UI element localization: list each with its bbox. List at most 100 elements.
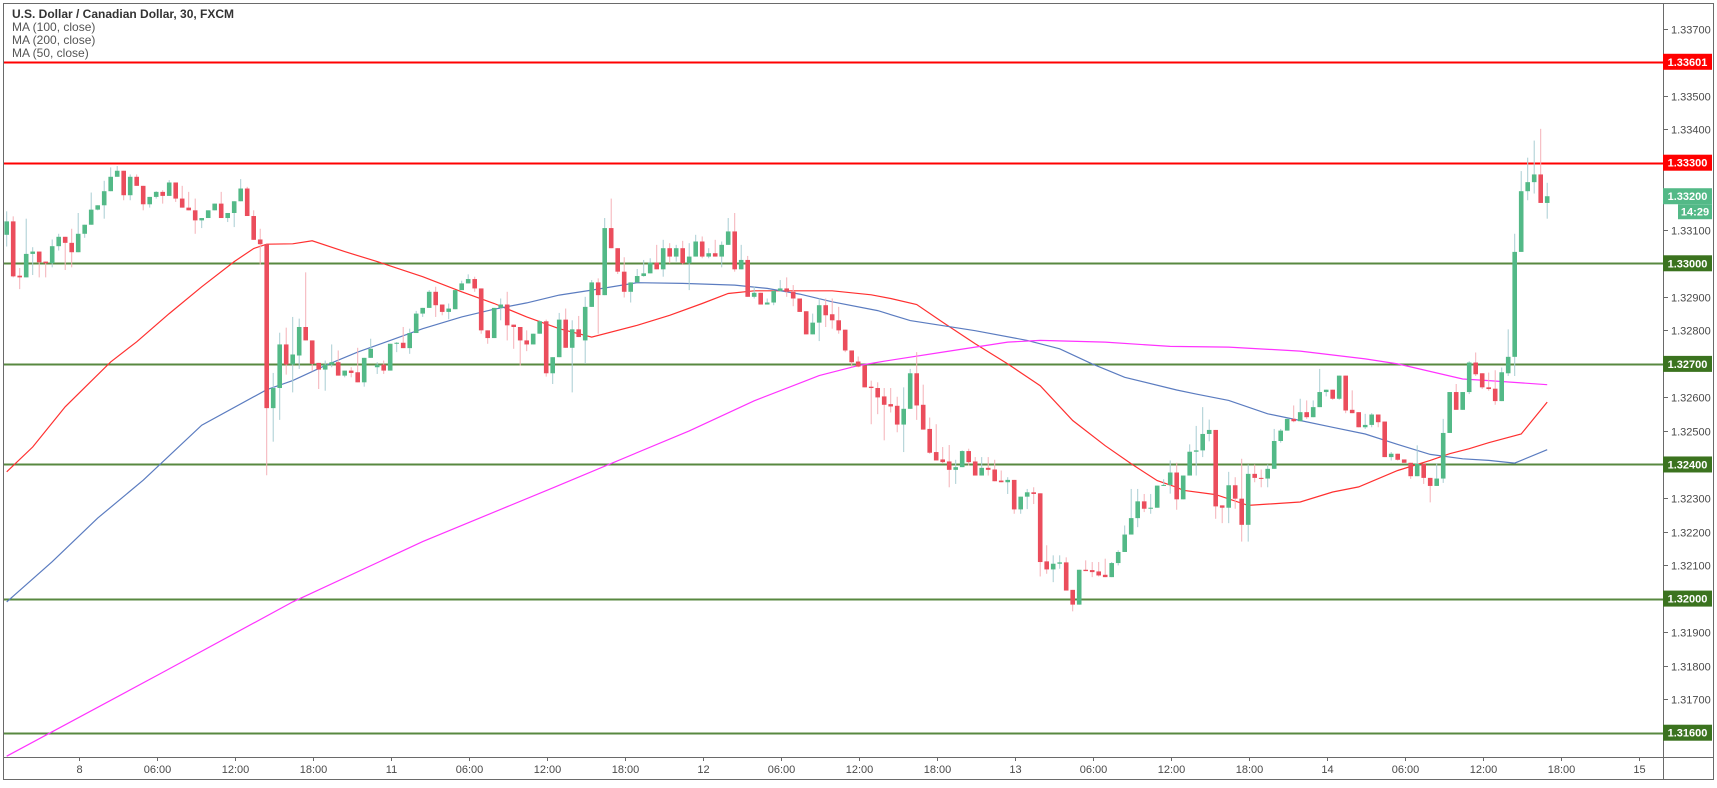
chart-frame <box>3 3 1714 780</box>
candle-body <box>387 343 393 371</box>
candle-body <box>1187 451 1192 476</box>
candle-body <box>836 320 841 331</box>
candle-body <box>303 326 308 341</box>
candle <box>660 239 666 277</box>
candle <box>712 239 718 257</box>
candle-body <box>433 291 438 306</box>
candle <box>465 274 471 284</box>
candle-body <box>140 185 146 205</box>
candle-body <box>517 326 523 341</box>
candle <box>1193 425 1199 476</box>
candle-body <box>1531 174 1537 183</box>
price-tick-label: 1.33100 <box>1671 226 1711 238</box>
candle <box>933 424 939 461</box>
candle <box>296 318 302 369</box>
candle <box>1154 485 1160 508</box>
candle-body <box>816 305 822 323</box>
candle-body <box>491 307 497 339</box>
candle <box>771 290 776 306</box>
candle <box>1297 398 1303 422</box>
candle-body <box>1466 362 1472 393</box>
candle <box>1161 479 1166 486</box>
candle-body <box>1317 392 1322 408</box>
candle <box>1050 555 1056 583</box>
candle <box>862 365 867 388</box>
countdown-badge-bg <box>1678 204 1712 220</box>
candle-body <box>972 461 978 476</box>
candle-body <box>810 322 815 335</box>
time-axis[interactable]: 8 06:00 12:00 18:00 11 06:00 12:00 18:00 12 06:00… <box>76 757 1646 776</box>
candle-body <box>4 221 9 235</box>
candle-body <box>270 388 276 409</box>
candle-body <box>1167 472 1173 485</box>
price-tick-label: 1.31900 <box>1671 628 1711 640</box>
candle-body <box>1349 409 1355 414</box>
candle <box>30 247 35 276</box>
candle <box>1031 487 1036 505</box>
candle-body <box>452 290 458 310</box>
candle <box>407 328 412 354</box>
candle-body <box>797 298 802 312</box>
level-badge: 1.33601 <box>1668 57 1708 69</box>
candle <box>732 212 737 272</box>
price-axis[interactable]: 1.33700 1.33500 1.33400 1.33100 1.32900 1.328… <box>1663 25 1711 707</box>
candle <box>1544 182 1550 219</box>
candle-body <box>504 304 510 326</box>
candle-body <box>524 340 529 345</box>
candle <box>829 298 835 329</box>
ma-line-1[interactable] <box>6 240 1548 507</box>
candle-body <box>381 364 386 371</box>
candle <box>550 357 555 384</box>
candle <box>914 352 919 420</box>
candle <box>823 298 828 327</box>
candle <box>1057 555 1062 569</box>
candle-body <box>1057 562 1062 564</box>
candle <box>751 286 757 299</box>
candle-body <box>582 306 588 341</box>
candle <box>140 185 146 211</box>
candle-body <box>1395 453 1400 460</box>
candle-body <box>550 357 555 374</box>
level-badge: 1.31600 <box>1668 728 1708 740</box>
candle <box>1414 445 1420 477</box>
candle-body <box>95 205 100 210</box>
candle-body <box>654 262 659 270</box>
candle-body <box>888 404 893 407</box>
candle <box>810 313 815 335</box>
candle <box>173 182 178 202</box>
candle <box>1466 361 1472 395</box>
candle-body <box>680 248 685 264</box>
candle-body <box>1154 485 1160 508</box>
time-tick-label: 06:00 <box>1392 764 1420 776</box>
candle-body <box>907 373 913 409</box>
candle-body <box>1213 429 1218 507</box>
candle <box>1388 452 1394 461</box>
candle-body <box>1382 421 1387 458</box>
candle <box>654 244 659 270</box>
candle-body <box>166 182 172 196</box>
candle-body <box>1122 534 1127 552</box>
candle-body <box>1330 389 1335 399</box>
candle <box>953 459 958 484</box>
candle <box>108 167 113 192</box>
candle <box>693 234 698 257</box>
ma-line-3[interactable] <box>6 339 1548 757</box>
candle <box>1115 550 1121 566</box>
candle <box>1395 453 1400 461</box>
candle <box>1512 233 1517 376</box>
candle <box>244 186 250 217</box>
candle-body <box>30 251 35 254</box>
candle <box>1304 400 1309 419</box>
candle-body <box>1161 484 1166 486</box>
candle-body <box>498 304 503 308</box>
candle-body <box>1200 433 1205 451</box>
candle <box>329 344 334 368</box>
candle <box>1492 370 1498 405</box>
candle-body <box>127 176 133 196</box>
candle <box>231 201 237 228</box>
candle-body <box>147 196 152 205</box>
candle <box>283 327 289 375</box>
candle-body <box>992 469 997 482</box>
candle <box>1232 477 1238 509</box>
